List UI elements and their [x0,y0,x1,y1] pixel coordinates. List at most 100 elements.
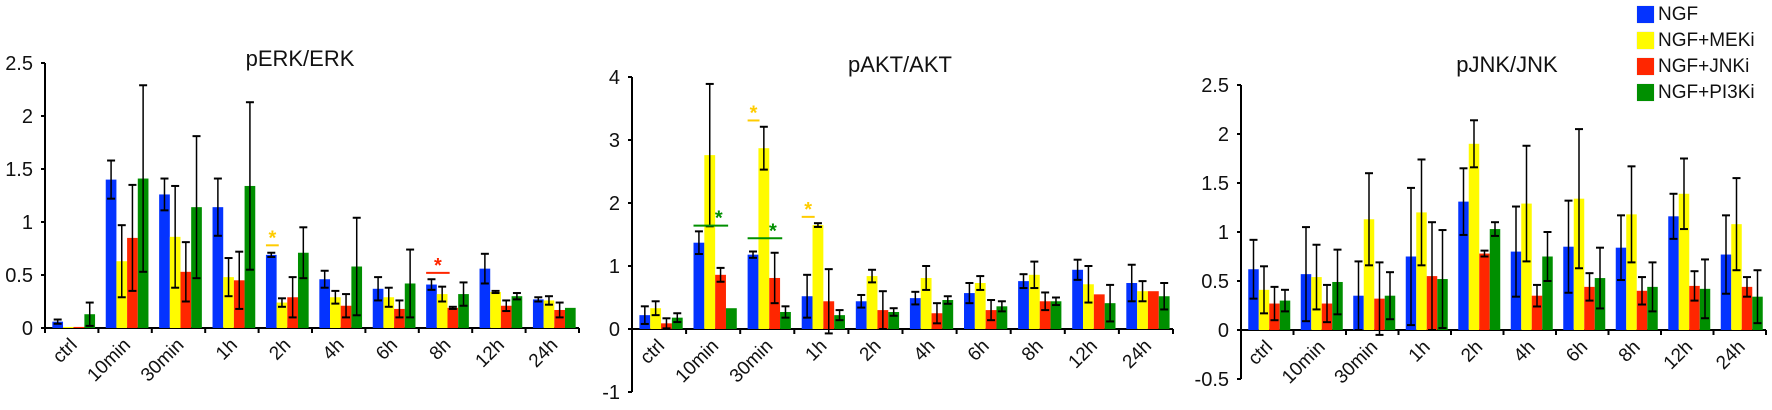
x-tick-label: 30min [726,336,777,387]
x-tick-label: 4h [910,336,940,366]
bar [159,194,170,328]
bar [511,296,523,328]
bar [1615,247,1627,330]
y-tick-label: 2 [1218,124,1229,146]
bar [1531,295,1543,330]
bar [63,326,74,328]
legend-swatch-ngf-meki [1637,32,1654,49]
legend-item-ngf: NGF [1637,2,1755,27]
bar [52,321,64,328]
legend-label: NGF+PI3Ki [1658,81,1755,103]
bar [276,302,288,328]
x-tick-label: 10min [84,335,135,386]
y-tick-label: 1 [22,212,33,234]
bar [834,315,845,329]
bar [1050,301,1062,329]
bar [426,284,437,328]
y-tick-label: 0 [1218,320,1229,342]
x-tick-label: 30min [137,335,188,386]
chart-title: pERK/ERK [246,46,355,71]
bar [1126,283,1138,329]
y-tick-label: 2 [609,193,620,215]
x-tick-label: 30min [1331,337,1382,388]
bar [715,274,726,329]
bar [650,308,662,329]
y-tick-label: 2.5 [5,53,33,75]
bar [1668,216,1679,330]
legend-label: NGF+JNKi [1658,55,1750,77]
x-tick-label: 1h [1405,337,1435,367]
bar [942,300,954,329]
y-tick-label: 1.5 [1201,173,1229,195]
bar [564,307,576,328]
bar [1137,291,1148,329]
x-tick-label: 10min [672,336,723,387]
legend-label: NGF+MEKi [1658,29,1755,51]
bar [693,242,705,329]
bar [1158,296,1170,329]
y-tick-label: 0.5 [1201,271,1229,293]
bar [920,277,932,329]
y-tick-label: 0 [609,319,620,341]
bar [1416,212,1427,330]
bar [1093,294,1105,329]
bar [1479,253,1490,330]
bar [866,276,878,329]
significance-asterisk: * [268,227,276,249]
x-tick-label: 24h [525,335,562,372]
legend-label: NGF [1658,3,1699,25]
bar [479,268,491,328]
bar [974,283,986,329]
bar [532,299,544,328]
bar [543,300,555,328]
legend-item-ngf-meki: NGF+MEKi [1637,28,1755,53]
bar [73,326,85,328]
bar [319,279,331,328]
x-tick-label: 24h [1712,337,1749,374]
y-tick-label: -0.5 [1195,369,1229,391]
bar [330,297,341,328]
bar [383,297,395,328]
bar [780,311,791,329]
bar [1083,284,1094,329]
bar [1279,300,1291,330]
significance-asterisk: * [434,255,442,277]
x-tick-label: 6h [372,335,402,365]
bar [855,301,867,329]
bar [1542,256,1553,330]
bar [812,225,824,329]
bar [1039,301,1051,329]
bar [297,252,309,328]
bar [1626,214,1637,330]
significance-asterisk: * [804,199,812,221]
bar [964,293,975,329]
y-tick-label: 2.5 [1201,75,1229,97]
bar [909,298,921,329]
bar [996,306,1008,329]
bar [223,277,234,328]
bar [554,309,565,328]
x-tick-label: 12h [1065,336,1102,373]
bar [1147,291,1159,329]
bar [500,305,512,328]
legend-item-ngf-jnki: NGF+JNKi [1637,54,1755,79]
bar [265,254,277,328]
bar [490,291,501,328]
x-tick-label: ctrl [636,336,669,369]
bar [1689,285,1700,330]
legend-swatch-ngf-pi3ki [1637,84,1654,101]
y-tick-label: 1 [609,256,620,278]
y-tick-label: 4 [609,67,620,89]
significance-asterisk: * [769,220,777,242]
bar [436,294,448,328]
y-tick-label: 0 [22,318,33,340]
x-tick-label: 1h [212,335,242,365]
x-tick-label: ctrl [49,335,82,368]
bar [458,294,469,328]
bar [212,207,224,328]
x-tick-label: 2h [1457,337,1487,367]
bar [888,311,900,329]
x-tick-label: ctrl [1244,337,1277,370]
bar [1636,290,1648,330]
